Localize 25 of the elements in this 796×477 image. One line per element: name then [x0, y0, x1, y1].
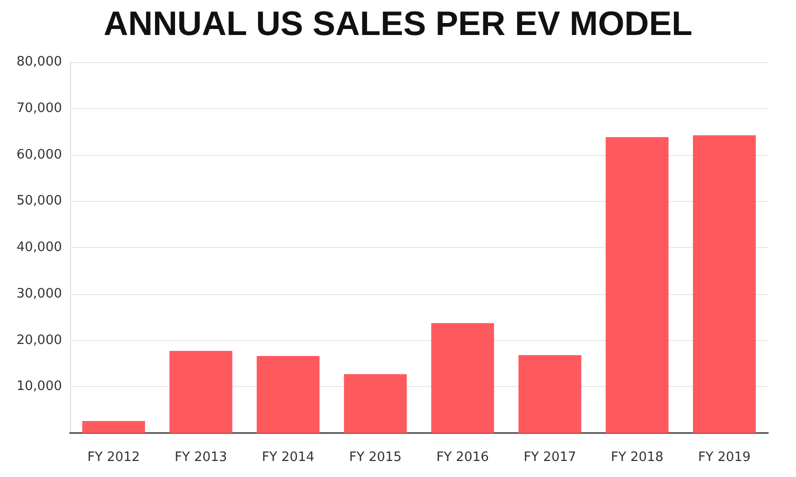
- bar: [606, 137, 669, 433]
- x-tick-label: FY 2014: [262, 450, 314, 465]
- y-tick-label: 80,000: [16, 54, 62, 70]
- y-tick-label: 20,000: [16, 332, 62, 348]
- x-tick-label: FY 2017: [524, 450, 576, 465]
- y-tick-label: 10,000: [16, 379, 62, 394]
- x-tick-label: FY 2019: [698, 450, 751, 465]
- y-tick-label: 50,000: [16, 194, 62, 209]
- bar: [344, 374, 407, 433]
- chart-title: ANNUAL US SALES PER EV MODEL: [104, 5, 692, 43]
- bar: [431, 323, 494, 433]
- bar: [518, 355, 582, 433]
- bar: [82, 420, 146, 433]
- y-tick-label: 70,000: [16, 100, 62, 116]
- bar: [692, 135, 756, 433]
- y-tick-label: 60,000: [16, 147, 62, 162]
- x-tick-label: FY 2016: [436, 450, 489, 465]
- bar: [169, 350, 232, 433]
- x-tick-label: FY 2015: [349, 450, 402, 465]
- bar: [256, 356, 320, 433]
- y-tick-label: 40,000: [16, 240, 62, 255]
- y-tick-label: 30,000: [16, 286, 62, 302]
- x-tick-label: FY 2018: [610, 450, 664, 465]
- x-tick-label: FY 2012: [87, 450, 140, 465]
- x-tick-label: FY 2013: [174, 450, 228, 465]
